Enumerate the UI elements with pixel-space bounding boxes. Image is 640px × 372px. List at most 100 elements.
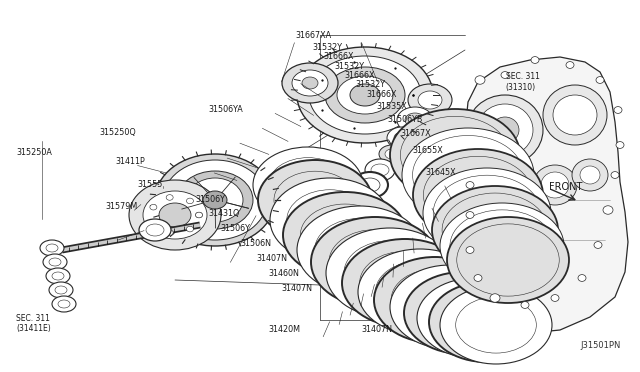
Ellipse shape xyxy=(166,230,173,235)
Ellipse shape xyxy=(155,154,275,246)
Ellipse shape xyxy=(541,172,569,198)
Ellipse shape xyxy=(417,278,533,358)
Ellipse shape xyxy=(578,275,586,281)
Ellipse shape xyxy=(360,178,380,192)
Ellipse shape xyxy=(475,76,485,84)
Ellipse shape xyxy=(501,71,509,78)
Text: 31506Y: 31506Y xyxy=(221,224,251,233)
Ellipse shape xyxy=(474,275,482,281)
Ellipse shape xyxy=(466,212,474,218)
Text: 31431Q: 31431Q xyxy=(208,209,239,218)
Ellipse shape xyxy=(195,212,202,218)
Ellipse shape xyxy=(418,91,442,109)
Ellipse shape xyxy=(371,164,389,176)
Ellipse shape xyxy=(572,159,608,191)
Ellipse shape xyxy=(365,159,395,181)
Polygon shape xyxy=(465,57,628,334)
Text: 31460N: 31460N xyxy=(269,269,300,278)
Text: SEC. 311
(31411E): SEC. 311 (31411E) xyxy=(16,314,51,333)
Text: 31532Y: 31532Y xyxy=(334,62,364,71)
Text: 31506YB: 31506YB xyxy=(387,115,422,124)
Text: 31407N: 31407N xyxy=(362,325,392,334)
Ellipse shape xyxy=(143,191,207,239)
Text: 31506N: 31506N xyxy=(240,239,271,248)
Ellipse shape xyxy=(611,171,619,179)
Text: 31535X: 31535X xyxy=(376,102,407,110)
Ellipse shape xyxy=(616,142,624,148)
Ellipse shape xyxy=(177,171,253,229)
Text: 31667XA: 31667XA xyxy=(296,31,332,40)
Ellipse shape xyxy=(49,258,61,266)
Ellipse shape xyxy=(55,286,67,294)
Ellipse shape xyxy=(270,178,390,262)
Ellipse shape xyxy=(46,268,70,284)
Ellipse shape xyxy=(146,224,164,236)
Ellipse shape xyxy=(186,226,193,232)
Ellipse shape xyxy=(43,254,67,270)
Text: 31667X: 31667X xyxy=(400,129,431,138)
Ellipse shape xyxy=(187,178,243,222)
Ellipse shape xyxy=(390,109,520,201)
Text: FRONT: FRONT xyxy=(548,182,582,192)
Ellipse shape xyxy=(292,70,328,96)
Ellipse shape xyxy=(337,76,393,114)
Ellipse shape xyxy=(297,206,423,294)
Ellipse shape xyxy=(150,204,157,210)
Text: 31411P: 31411P xyxy=(115,157,145,166)
Ellipse shape xyxy=(52,296,76,312)
Ellipse shape xyxy=(404,272,522,354)
Ellipse shape xyxy=(566,62,574,68)
Ellipse shape xyxy=(186,198,193,204)
Text: 31655X: 31655X xyxy=(413,146,444,155)
Ellipse shape xyxy=(490,294,500,302)
Ellipse shape xyxy=(258,160,372,240)
Ellipse shape xyxy=(350,84,380,106)
Ellipse shape xyxy=(374,257,496,343)
Ellipse shape xyxy=(553,95,597,135)
Ellipse shape xyxy=(352,172,388,198)
Ellipse shape xyxy=(387,127,417,149)
Ellipse shape xyxy=(447,217,569,303)
Ellipse shape xyxy=(309,56,421,134)
Ellipse shape xyxy=(283,192,407,278)
Text: SEC. 311
(31310): SEC. 311 (31310) xyxy=(506,72,540,92)
Ellipse shape xyxy=(325,67,405,123)
Ellipse shape xyxy=(385,149,399,159)
Ellipse shape xyxy=(338,186,378,214)
Ellipse shape xyxy=(52,272,64,280)
Text: 31666X: 31666X xyxy=(344,71,375,80)
Text: 31532Y: 31532Y xyxy=(355,80,385,89)
Ellipse shape xyxy=(413,149,543,241)
Ellipse shape xyxy=(302,77,318,89)
Ellipse shape xyxy=(402,128,534,222)
Ellipse shape xyxy=(390,265,510,349)
Ellipse shape xyxy=(139,219,171,241)
Ellipse shape xyxy=(533,165,577,205)
Ellipse shape xyxy=(531,57,539,63)
Ellipse shape xyxy=(491,117,519,143)
Ellipse shape xyxy=(405,113,425,127)
Ellipse shape xyxy=(423,168,551,258)
Text: 31645X: 31645X xyxy=(426,169,456,177)
Ellipse shape xyxy=(543,85,607,145)
Ellipse shape xyxy=(163,160,267,240)
Ellipse shape xyxy=(129,180,221,250)
Ellipse shape xyxy=(429,282,543,362)
Ellipse shape xyxy=(580,166,600,184)
Text: 315250A: 315250A xyxy=(16,148,52,157)
Ellipse shape xyxy=(440,203,564,289)
Ellipse shape xyxy=(49,282,73,298)
Ellipse shape xyxy=(342,239,468,327)
Ellipse shape xyxy=(408,84,452,116)
Ellipse shape xyxy=(58,300,70,308)
Ellipse shape xyxy=(596,77,604,83)
Ellipse shape xyxy=(195,212,202,218)
Ellipse shape xyxy=(397,107,433,133)
Ellipse shape xyxy=(467,95,543,165)
Text: 31506YA: 31506YA xyxy=(208,105,243,114)
Text: 31407N: 31407N xyxy=(256,254,287,263)
Ellipse shape xyxy=(521,302,529,308)
Ellipse shape xyxy=(477,104,533,156)
Ellipse shape xyxy=(466,247,474,253)
Ellipse shape xyxy=(46,244,58,252)
